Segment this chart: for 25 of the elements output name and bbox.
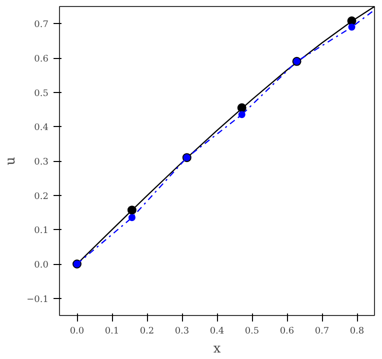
x-tick-label: 0.6	[280, 326, 294, 336]
x-tick-label: 0.7	[314, 326, 330, 336]
point	[348, 24, 356, 31]
x-axis-title: x	[213, 342, 222, 356]
x-tick-label: 0.3	[174, 326, 190, 336]
x-tick-label: 0.1	[104, 326, 120, 336]
point	[127, 206, 136, 215]
y-axis-title: u	[4, 156, 19, 166]
y-tick-label: 0.5	[34, 88, 49, 99]
point	[238, 111, 246, 118]
point	[128, 214, 136, 222]
x-tick-label: 0.0	[70, 326, 84, 336]
y-tick-label: 0.7	[34, 20, 49, 30]
x-tick-label: 0.5	[244, 326, 260, 336]
y-tick-label: 0.1	[34, 226, 49, 236]
x-tick-label: 0.8	[350, 326, 364, 336]
y-tick-label: 0.3	[34, 158, 49, 168]
y-tick-label: −0.1	[26, 294, 49, 305]
point	[237, 103, 246, 112]
x-tick-label: 0.2	[140, 326, 154, 336]
y-tick-label: 0.6	[34, 54, 49, 64]
y-tick-label: 0.4	[34, 123, 49, 134]
y-tick-label: 0.0	[34, 260, 49, 270]
y-tick-label: 0.2	[34, 192, 49, 202]
x-tick-label: 0.4	[210, 326, 224, 336]
